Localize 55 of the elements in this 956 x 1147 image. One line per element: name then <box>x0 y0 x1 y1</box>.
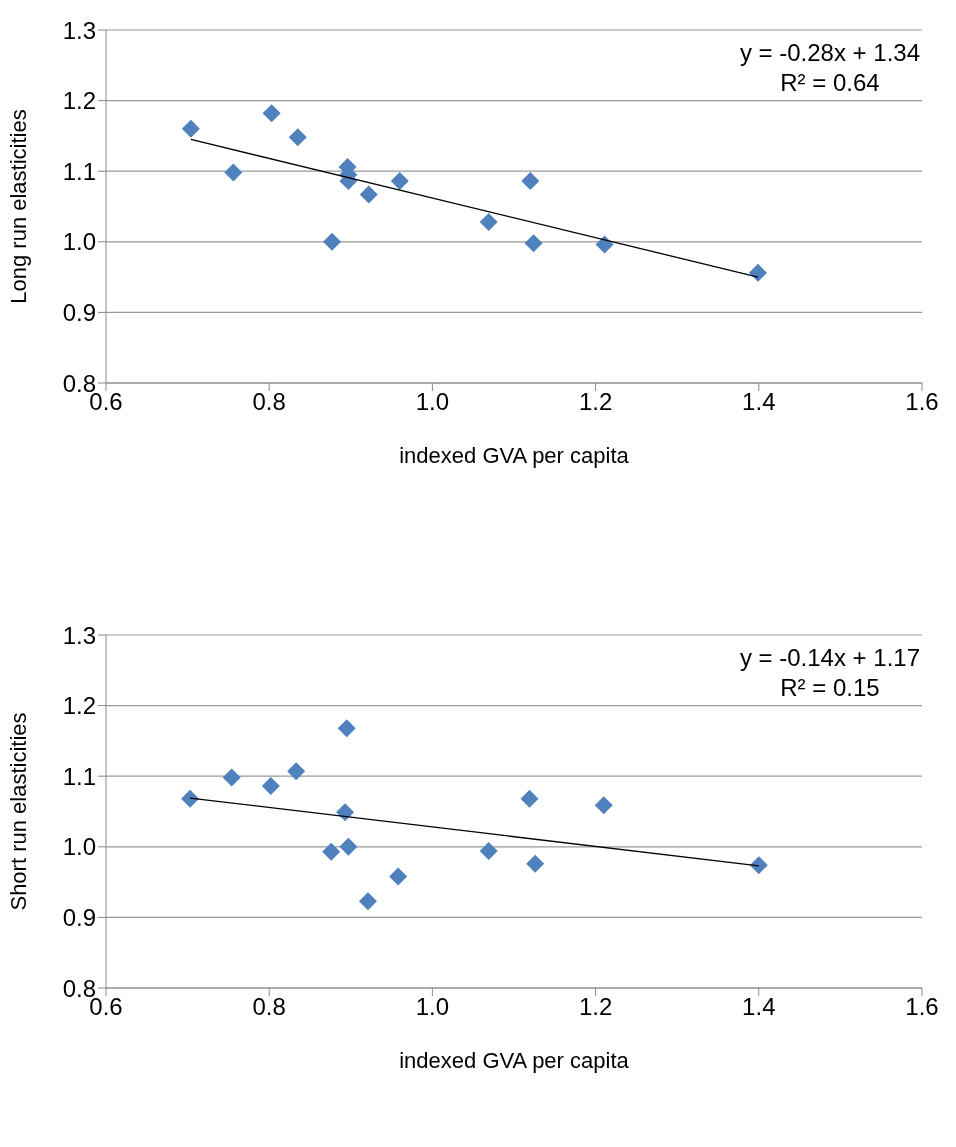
point <box>262 104 281 123</box>
point <box>323 232 342 251</box>
point <box>261 777 280 796</box>
x-axis-title: indexed GVA per capita <box>399 443 630 468</box>
point <box>288 128 307 147</box>
y-tick-label: 1.0 <box>62 228 96 256</box>
point <box>358 892 377 911</box>
x-tick-label: 1.2 <box>578 993 613 1021</box>
point <box>390 172 409 191</box>
point <box>181 119 200 138</box>
y-tick-label: 1.2 <box>62 87 96 115</box>
point <box>526 854 545 873</box>
annotation: R² = 0.64 <box>779 68 881 98</box>
point <box>389 867 408 886</box>
point <box>479 213 498 232</box>
x-tick-label: 1.4 <box>742 993 776 1021</box>
point <box>337 719 356 738</box>
point <box>322 842 341 861</box>
point <box>520 789 539 808</box>
x-tick-label: 1.4 <box>742 388 776 416</box>
x-tick-label: 0.8 <box>252 993 286 1021</box>
point <box>287 762 306 781</box>
point <box>181 789 200 808</box>
x-axis-title: indexed GVA per capita <box>399 1048 630 1073</box>
y-tick-label: 0.9 <box>62 903 96 931</box>
point <box>479 842 498 861</box>
annotation: y = -0.28x + 1.34 <box>739 38 920 68</box>
y-tick-label: 1.0 <box>62 833 96 861</box>
annotation: R² = 0.15 <box>779 673 881 703</box>
x-tick-label: 1.6 <box>905 993 939 1021</box>
x-tick-label: 0.8 <box>252 388 286 416</box>
point <box>594 796 613 815</box>
point <box>222 768 241 787</box>
y-tick-label: 1.1 <box>62 762 96 790</box>
point <box>749 856 768 875</box>
y-tick-label: 1.3 <box>62 621 96 649</box>
annotation: y = -0.14x + 1.17 <box>739 643 920 673</box>
point <box>359 185 378 204</box>
point <box>595 235 614 254</box>
point <box>521 172 540 191</box>
point <box>339 837 358 856</box>
point <box>524 234 543 253</box>
point <box>336 803 355 822</box>
x-tick-label: 1.6 <box>905 388 939 416</box>
y-axis-title: Short run elasticities <box>5 712 31 911</box>
x-tick-label: 1.2 <box>578 388 613 416</box>
x-tick-label: 1.0 <box>415 993 450 1021</box>
y-tick-label: 0.9 <box>62 298 96 326</box>
y-tick-label: 1.1 <box>62 157 96 185</box>
point <box>748 263 767 282</box>
point <box>224 163 243 182</box>
y-tick-label: 1.2 <box>62 692 96 720</box>
y-tick-label: 1.3 <box>62 16 96 44</box>
x-tick-label: 1.0 <box>415 388 450 416</box>
y-axis-title: Long run elasticities <box>5 109 31 304</box>
